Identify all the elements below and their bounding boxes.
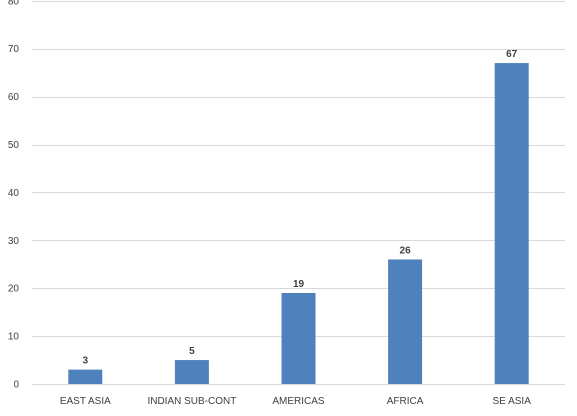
y-tick-label: 70 [8,44,20,55]
data-label: 3 [83,356,89,367]
y-tick-label: 80 [8,0,20,7]
y-axis-ticks: 0 10 20 30 40 50 60 70 80 [8,0,20,391]
x-tick-label: AMERICAS [272,396,325,407]
y-tick-label: 10 [8,332,20,343]
x-axis-ticks: EAST ASIA INDIAN SUB-CONT AMERICAS AFRICA SE… [60,396,531,407]
y-tick-label: 0 [13,380,19,391]
x-tick-label: INDIAN SUB-CONT [147,396,236,407]
data-labels: 3 5 19 26 67 [83,49,518,367]
y-tick-label: 30 [8,236,20,247]
x-tick-label: EAST ASIA [60,396,111,407]
y-tick-label: 60 [8,92,20,103]
y-tick-label: 40 [8,188,20,199]
bar-americas [281,292,316,384]
x-tick-label: AFRICA [387,396,424,407]
bar-se-asia [494,63,529,384]
gridlines [32,1,565,385]
bars [68,63,529,384]
y-tick-label: 20 [8,284,20,295]
bar-east-asia [68,369,103,384]
bar-indian-sub-cont [174,360,209,384]
data-label: 5 [189,346,195,357]
x-tick-label: SE ASIA [493,396,532,407]
bar-africa [388,259,423,384]
data-label: 26 [400,245,412,256]
data-label: 67 [506,49,518,60]
y-tick-label: 50 [8,140,20,151]
data-label: 19 [293,279,305,290]
